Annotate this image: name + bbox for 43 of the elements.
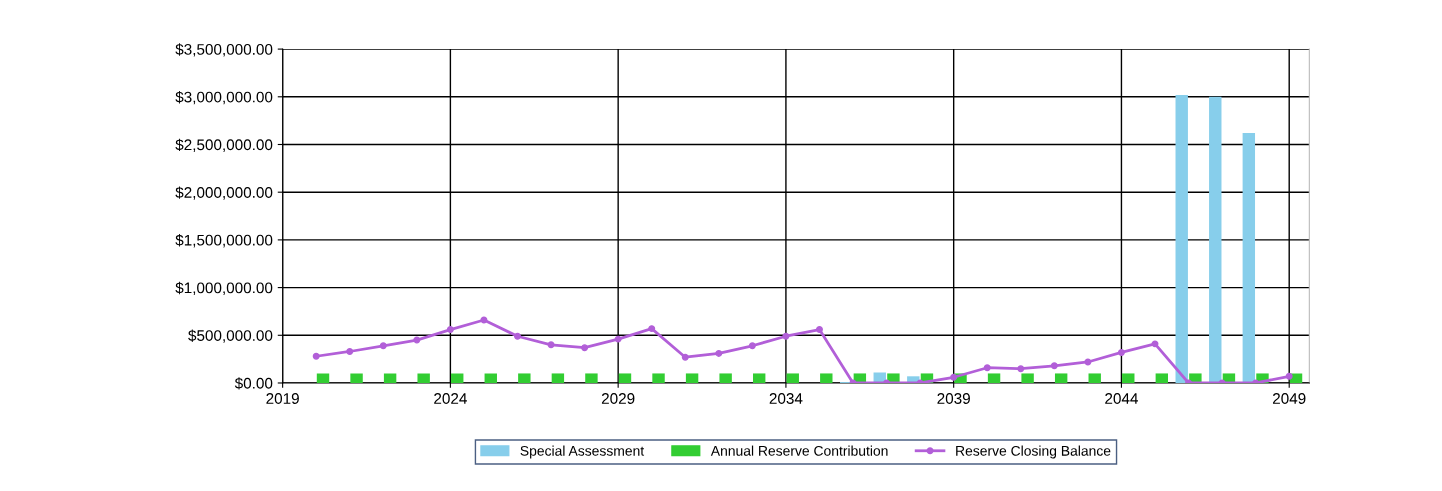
bar <box>1088 373 1101 383</box>
bar <box>1155 373 1169 383</box>
bar <box>1209 96 1222 383</box>
bar <box>618 373 632 383</box>
y-tick-label: $2,500,000.00 <box>175 138 273 152</box>
bar <box>518 373 531 383</box>
bar <box>685 373 699 383</box>
y-tick-label: $1,000,000.00 <box>175 281 273 296</box>
bar <box>652 373 665 383</box>
bar <box>383 373 397 383</box>
bar <box>1054 373 1068 383</box>
x-tick-label: 2039 <box>937 393 970 404</box>
bar <box>551 373 565 383</box>
x-tick-label: 2019 <box>266 393 299 404</box>
bar <box>786 373 799 383</box>
legend-label: Reserve Closing Balance <box>956 445 1111 459</box>
bar <box>417 373 430 383</box>
legend-label: Annual Reserve Contribution <box>710 445 888 456</box>
y-tick-label: $3,000,000.00 <box>175 91 273 105</box>
y-tick-label: $0.00 <box>234 377 273 390</box>
y-tick-label: $2,000,000.00 <box>175 186 273 200</box>
legend-label: Special Assessment <box>520 445 645 459</box>
bar <box>987 373 1001 383</box>
bar <box>719 373 732 383</box>
x-tick-label: 2049 <box>1272 393 1306 404</box>
y-tick-label: $3,500,000.00 <box>175 43 273 57</box>
bar <box>585 373 598 383</box>
x-tick-label: 2024 <box>434 393 467 404</box>
y-tick-label: $1,500,000.00 <box>175 234 273 248</box>
bar <box>316 373 330 383</box>
bar <box>350 373 363 383</box>
bar <box>752 373 766 383</box>
x-tick-label: 2044 <box>1105 393 1138 404</box>
bar <box>1175 94 1188 383</box>
x-tick-label: 2029 <box>601 393 635 404</box>
bar <box>484 373 497 383</box>
x-tick-label: 2034 <box>769 393 803 404</box>
bar <box>820 373 833 383</box>
bar <box>451 373 464 383</box>
bar <box>1021 373 1034 383</box>
bar <box>1122 373 1135 383</box>
bar <box>1242 133 1256 383</box>
y-tick-label: $500,000.00 <box>188 329 273 343</box>
